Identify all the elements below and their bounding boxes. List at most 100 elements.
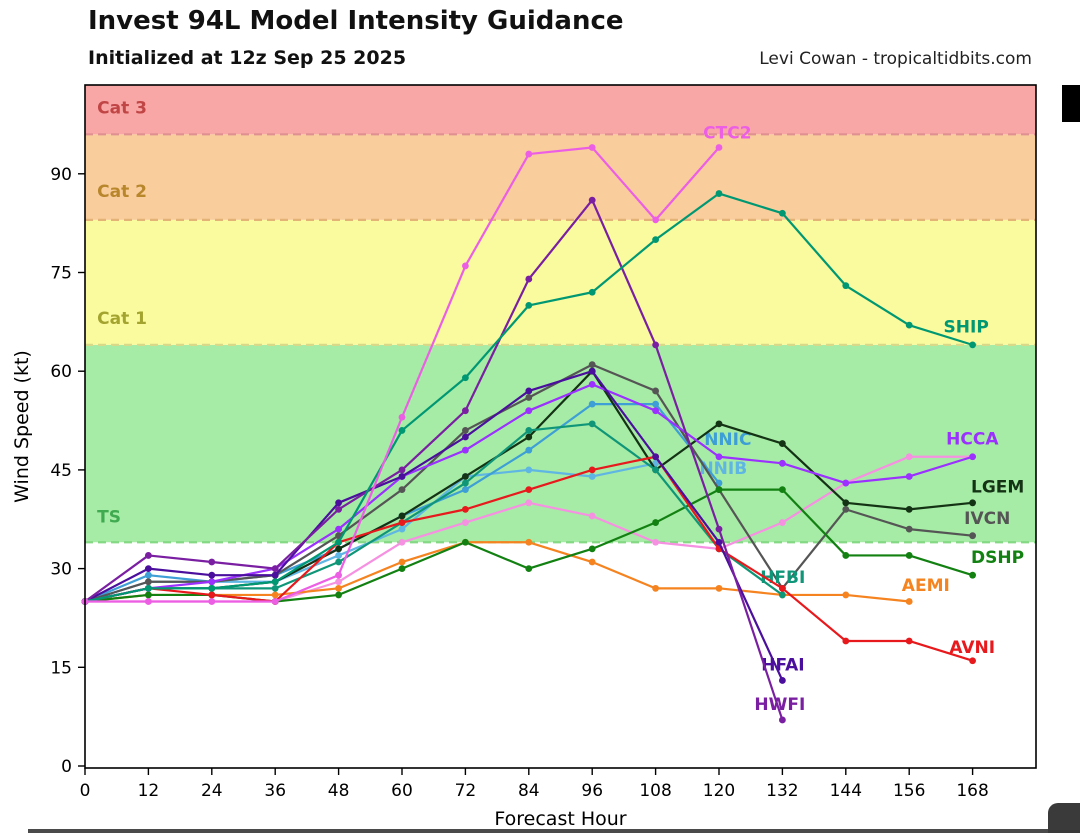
series-point-ship [271,578,279,586]
series-point-hwfi [652,341,659,349]
band-label-cat-1: Cat 1 [97,309,147,329]
series-point-nnic [461,486,469,494]
series-label-ivcn: IVCN [964,509,1010,529]
series-point-hcca [652,407,659,415]
series-point-aemi [525,538,533,546]
series-point-ctc2 [335,571,342,579]
y-tick-label: 90 [50,165,72,185]
series-point-ship [335,538,342,546]
series-line-hfai [84,370,784,681]
series-point-nnic [652,400,659,408]
series-point-ctc2 [652,216,659,224]
series-point-dshp [969,571,976,579]
series-point-avni [842,637,850,645]
series-point-ctc2 [588,144,596,151]
series-point-hfai [144,565,152,572]
x-tick-label: 84 [518,781,540,801]
series-point-avni [969,657,976,665]
series-point-hfbi [525,427,533,434]
series-point-nnic [525,446,533,454]
series-point-dshp [398,565,406,572]
series-point-hwfi [525,275,533,283]
series-label-hfbi: HFBI [760,568,805,588]
series-point-hwfi [208,558,216,566]
series-point-ivcn [842,505,850,513]
series-point-ship [778,209,786,217]
series-point-ivcn [905,525,913,533]
series-label-avni: AVNI [949,638,995,658]
series-point-hcca [461,446,469,454]
x-tick-label: 96 [581,781,603,801]
series-point-hfai [208,571,216,579]
series-point-hfai [588,367,596,375]
series-point-pink [335,578,342,586]
series-point-dshp [588,545,596,553]
series-label-dshp: DSHP [971,548,1024,568]
series-point-ship [525,302,533,309]
series-point-nnib [588,473,596,480]
series-point-hfbi [652,466,659,474]
series-point-ship [398,427,406,434]
series-point-aemi [335,584,342,592]
series-point-avni [208,591,216,599]
series-label-hwfi: HWFI [754,695,805,715]
series-label-nnic: NNIC [704,430,751,450]
series-point-dshp [525,565,533,572]
x-tick-label: 48 [328,781,350,801]
window-artifact-bottom-strip [28,829,1080,833]
series-point-hcca [208,578,216,586]
series-point-ivcn [652,387,659,395]
series-point-avni [525,486,533,494]
series-point-hfai [271,571,279,579]
series-point-dshp [335,591,342,599]
series-point-ctc2 [715,144,723,151]
series-point-pink [652,538,659,546]
series-point-hcca [969,453,976,461]
series-point-hcca [588,380,596,388]
series-point-pink [778,519,786,526]
series-point-ship [461,374,469,382]
x-tick-label: 108 [639,781,671,801]
series-point-lgem [461,473,469,480]
series-point-ctc2 [271,598,279,605]
series-point-ship [588,288,596,296]
series-point-ctc2 [144,598,152,605]
band-cat-2 [85,134,1036,220]
x-tick-label: 168 [956,781,988,801]
y-tick-label: 75 [50,264,72,284]
series-point-lgem [905,505,913,513]
series-point-lgem [842,499,850,507]
series-point-hfai [715,538,723,546]
series-point-dshp [905,552,913,559]
series-point-lgem [715,420,723,428]
series-point-hfai [652,453,659,461]
series-point-nnib [652,459,659,467]
series-point-aemi [905,598,913,605]
plot-border [84,84,1037,769]
series-point-ctc2 [208,598,216,605]
series-label-hfai: HFAI [761,656,804,676]
series-label-hcca: HCCA [946,429,999,449]
series-point-hcca [905,473,913,480]
credit-text: Levi Cowan - tropicaltidbits.com [759,49,1032,69]
series-point-ivcn [144,578,152,586]
series-point-aemi [271,591,279,599]
series-point-hcca [335,525,342,533]
series-point-ship [652,236,659,244]
series-point-pink [461,519,469,526]
x-axis-label: Forecast Hour [494,808,626,830]
y-tick-label: 15 [50,658,72,678]
y-tick-label: 60 [50,362,72,382]
series-point-ship [969,341,976,349]
series-point-ctc2 [398,413,406,421]
series-point-hwfi [144,552,152,559]
series-point-hfbi [778,591,786,599]
series-point-ship [715,190,723,197]
y-tick-label: 30 [50,560,72,580]
x-tick-label: 144 [830,781,862,801]
series-label-lgem: LGEM [971,477,1024,497]
series-point-hfbi [461,479,469,487]
series-point-hcca [842,479,850,487]
series-point-hfai [778,677,786,684]
